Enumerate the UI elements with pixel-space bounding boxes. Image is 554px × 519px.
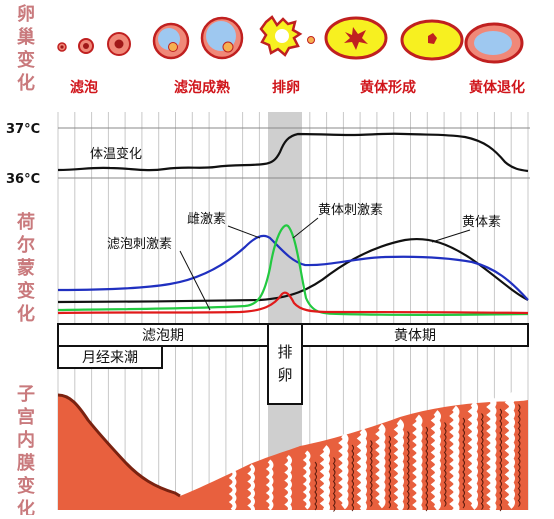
gland-slit: [284, 454, 292, 515]
lh-curve: [57, 224, 529, 316]
spiral-artery: [406, 431, 410, 510]
lh-label: 黄体刺激素: [318, 203, 383, 218]
spiral-artery: [480, 413, 484, 510]
ovary-stage-illustrations: [57, 15, 524, 64]
progesterone-label: 黄体素: [462, 215, 501, 230]
spiral-artery: [517, 404, 521, 507]
gland-slit: [228, 468, 237, 512]
gland-slit: [338, 432, 349, 510]
uterine-glands: [228, 392, 521, 516]
follicle-small-icon: [57, 32, 131, 56]
gland-slit: [430, 410, 441, 511]
progesterone-curve: [57, 238, 529, 304]
basal-body-temperature-curve: [57, 132, 529, 173]
ovulation-phase-label-1: 排: [277, 343, 292, 361]
ovulation-icon: [259, 15, 315, 57]
spiral-artery: [351, 444, 354, 512]
stage-label-follicle: 滤泡: [70, 79, 98, 96]
section-label-ovary: 卵巢变化: [16, 3, 35, 94]
section-label-endometrium: 子宫内膜变化: [16, 384, 35, 519]
spiral-artery: [388, 435, 391, 509]
fsh-label: 滤泡刺激素: [107, 237, 172, 252]
follicular-phase-label: 滤泡期: [142, 328, 184, 344]
menstruation-label: 月经来潮: [82, 350, 138, 366]
ovulation-phase-box: [267, 323, 303, 405]
gland-slit: [302, 450, 311, 510]
corpus-luteum-forming-icon: [324, 16, 388, 60]
gland-slit: [247, 463, 255, 516]
stage-label-corpus-luteum-forming: 黄体形成: [360, 79, 416, 96]
estrogen-curve: [57, 234, 529, 301]
estrogen-pointer: [227, 225, 261, 239]
gland-slit: [449, 405, 460, 515]
progesterone-pointer: [431, 229, 471, 243]
stage-label-corpus-luteum-regression: 黄体退化: [469, 79, 525, 96]
gland-slit: [356, 428, 367, 513]
spiral-artery: [499, 408, 502, 512]
fsh-curve: [57, 291, 529, 315]
gland-slit: [467, 401, 478, 510]
spiral-artery: [314, 461, 317, 511]
fsh-pointer: [179, 250, 211, 311]
luteal-phase-label: 黄体期: [394, 327, 436, 344]
gland-slit: [319, 445, 330, 514]
spiral-artery: [332, 457, 336, 512]
temp-37-label: 37°C: [6, 122, 40, 137]
estrogen-label: 雌激素: [187, 211, 226, 227]
svg-text:荷尔蒙变化: 荷尔蒙变化: [17, 211, 35, 325]
gland-slit: [393, 419, 404, 512]
stage-label-ovulation: 排卵: [272, 79, 300, 96]
spiral-artery: [369, 440, 373, 507]
gland-slit: [375, 423, 386, 509]
lh-pointer: [292, 217, 319, 239]
stage-label-mature-follicle: 滤泡成熟: [174, 79, 230, 96]
endometrium-layer: [57, 392, 528, 516]
gland-slit: [504, 392, 515, 509]
spiral-artery: [462, 417, 465, 509]
gland-slit: [265, 459, 274, 511]
menstruation-box: [57, 345, 163, 369]
section-label-hormone: 荷尔蒙变化: [17, 211, 35, 325]
corpus-albicans-icon: [464, 22, 524, 64]
gland-slit: [486, 396, 497, 514]
corpus-luteum-icon: [400, 19, 464, 61]
gland-slit: [412, 414, 423, 516]
temp-36-label: 36°C: [6, 172, 40, 187]
temperature-curve-label: 体温变化: [90, 146, 142, 162]
ovary-stage-labels: 滤泡 滤泡成熟 排卵 黄体形成 黄体退化: [70, 79, 525, 96]
spiral-artery: [443, 422, 447, 507]
mature-follicle-icon: [152, 16, 244, 60]
spiral-artery: [425, 426, 428, 512]
ovulation-phase-label-2: 卵: [277, 366, 292, 384]
svg-text:子宫内膜变化: 子宫内膜变化: [16, 384, 35, 515]
svg-text:卵巢变化: 卵巢变化: [16, 3, 35, 94]
